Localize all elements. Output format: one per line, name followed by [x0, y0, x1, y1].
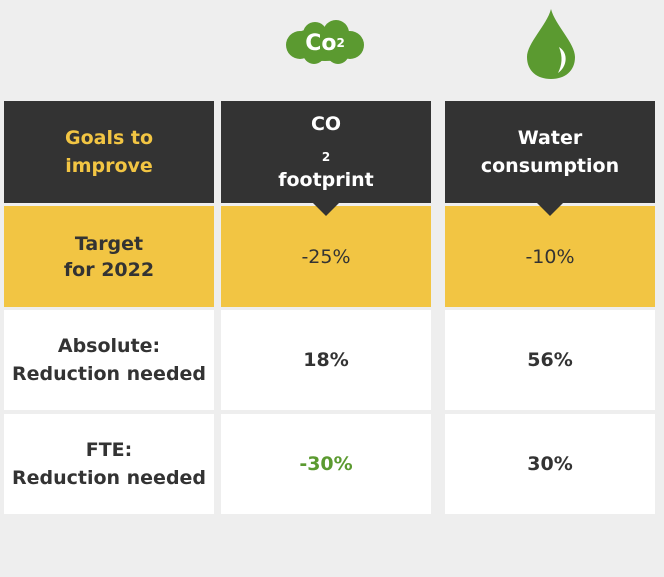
- row-target-co2-value: -25%: [221, 206, 431, 307]
- row-fte-label: FTE: Reduction needed: [4, 414, 214, 514]
- header-goals-label: Goals to improve: [4, 101, 214, 203]
- row-absolute-label: Absolute: Reduction needed: [4, 310, 214, 410]
- row-absolute-co2-value: 18%: [221, 310, 431, 410]
- row-absolute-water-value: 56%: [445, 310, 655, 410]
- co2-cloud-icon: Co 2: [280, 18, 370, 68]
- row-target-label: Target for 2022: [4, 206, 214, 307]
- co2-icon-text: Co: [305, 30, 337, 56]
- row-fte-co2-value: -30%: [221, 414, 431, 514]
- water-drop-icon: [525, 7, 577, 81]
- header-water-consumption: Water consumption: [445, 101, 655, 203]
- row-fte-water-value: 30%: [445, 414, 655, 514]
- water-column-pointer: [537, 203, 563, 216]
- co2-column-pointer: [313, 203, 339, 216]
- row-target-water-value: -10%: [445, 206, 655, 307]
- header-co2-footprint: CO 2 footprint: [221, 101, 431, 203]
